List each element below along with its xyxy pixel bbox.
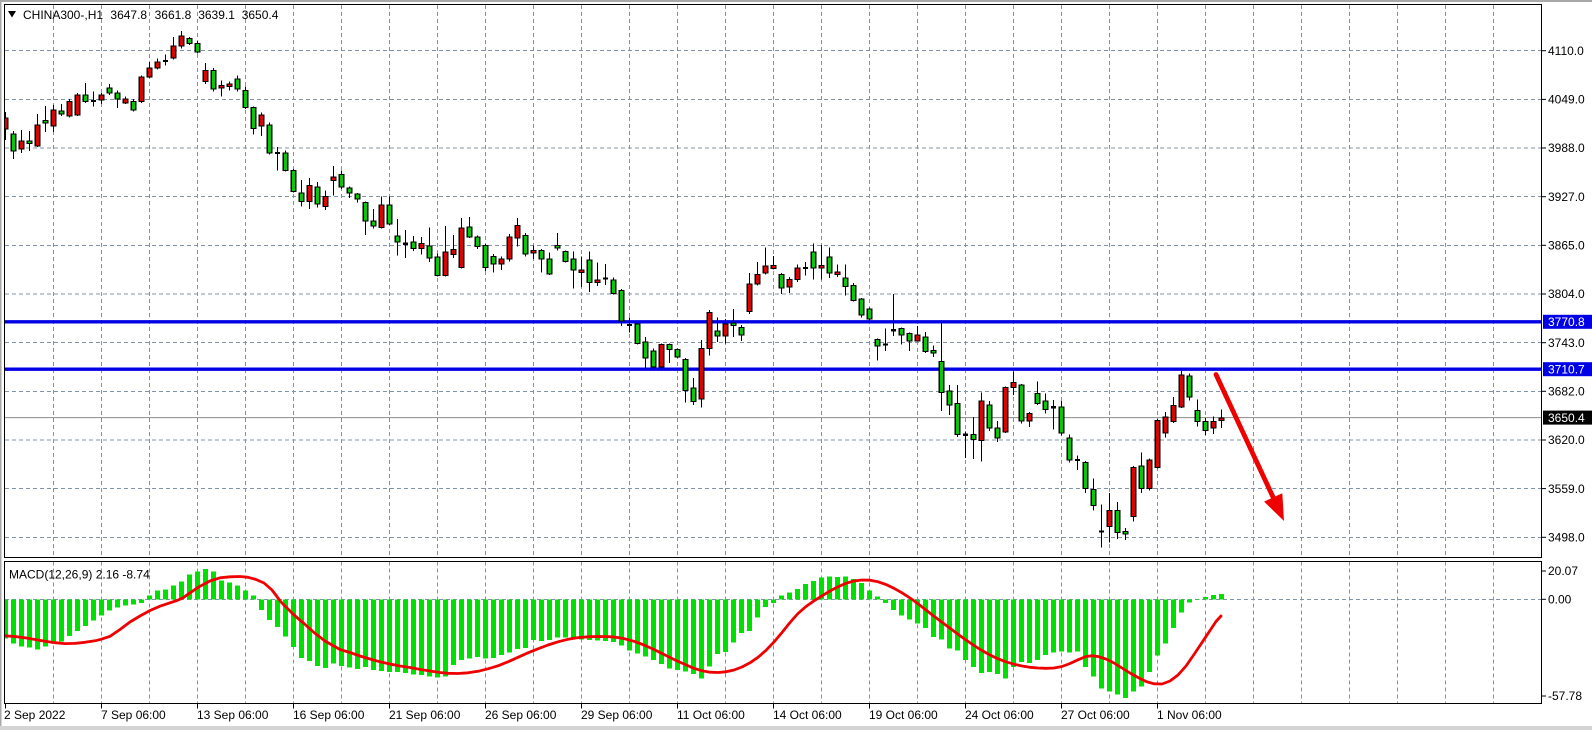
- svg-text:MACD(12,26,9) 2.16 -8.74: MACD(12,26,9) 2.16 -8.74: [9, 568, 150, 582]
- svg-text:13 Sep 06:00: 13 Sep 06:00: [197, 708, 269, 722]
- svg-text:3743.0: 3743.0: [1548, 336, 1585, 350]
- svg-text:3661.8: 3661.8: [155, 8, 192, 22]
- svg-text:3804.0: 3804.0: [1548, 287, 1585, 301]
- svg-text:1 Nov 06:00: 1 Nov 06:00: [1157, 708, 1222, 722]
- svg-text:7 Sep 06:00: 7 Sep 06:00: [101, 708, 166, 722]
- svg-text:3498.0: 3498.0: [1548, 531, 1585, 545]
- svg-text:2 Sep 2022: 2 Sep 2022: [4, 708, 66, 722]
- svg-text:16 Sep 06:00: 16 Sep 06:00: [293, 708, 365, 722]
- svg-text:3639.1: 3639.1: [198, 8, 235, 22]
- svg-text:24 Oct 06:00: 24 Oct 06:00: [965, 708, 1034, 722]
- svg-text:3559.0: 3559.0: [1548, 482, 1585, 496]
- svg-text:3710.7: 3710.7: [1548, 362, 1585, 376]
- svg-text:0.00: 0.00: [1548, 593, 1572, 607]
- svg-text:3620.0: 3620.0: [1548, 433, 1585, 447]
- svg-text:3988.0: 3988.0: [1548, 141, 1585, 155]
- svg-text:3770.8: 3770.8: [1548, 315, 1585, 329]
- svg-text:11 Oct 06:00: 11 Oct 06:00: [677, 708, 745, 722]
- svg-text:14 Oct 06:00: 14 Oct 06:00: [773, 708, 842, 722]
- svg-text:3865.0: 3865.0: [1548, 239, 1585, 253]
- svg-text:26 Sep 06:00: 26 Sep 06:00: [485, 708, 557, 722]
- svg-text:3647.8: 3647.8: [110, 8, 147, 22]
- svg-text:21 Sep 06:00: 21 Sep 06:00: [389, 708, 461, 722]
- svg-text:3682.0: 3682.0: [1548, 385, 1585, 399]
- svg-text:27 Oct 06:00: 27 Oct 06:00: [1061, 708, 1130, 722]
- svg-text:CHINA300-,H1: CHINA300-,H1: [23, 8, 103, 22]
- svg-text:4110.0: 4110.0: [1548, 44, 1584, 58]
- svg-text:3650.4: 3650.4: [242, 8, 279, 22]
- svg-text:-57.78: -57.78: [1548, 689, 1582, 703]
- svg-text:3927.0: 3927.0: [1548, 190, 1585, 204]
- svg-text:4049.0: 4049.0: [1548, 93, 1585, 107]
- svg-text:20.07: 20.07: [1548, 564, 1578, 578]
- svg-text:29 Sep 06:00: 29 Sep 06:00: [581, 708, 653, 722]
- svg-text:19 Oct 06:00: 19 Oct 06:00: [869, 708, 938, 722]
- svg-text:3650.4: 3650.4: [1548, 411, 1585, 425]
